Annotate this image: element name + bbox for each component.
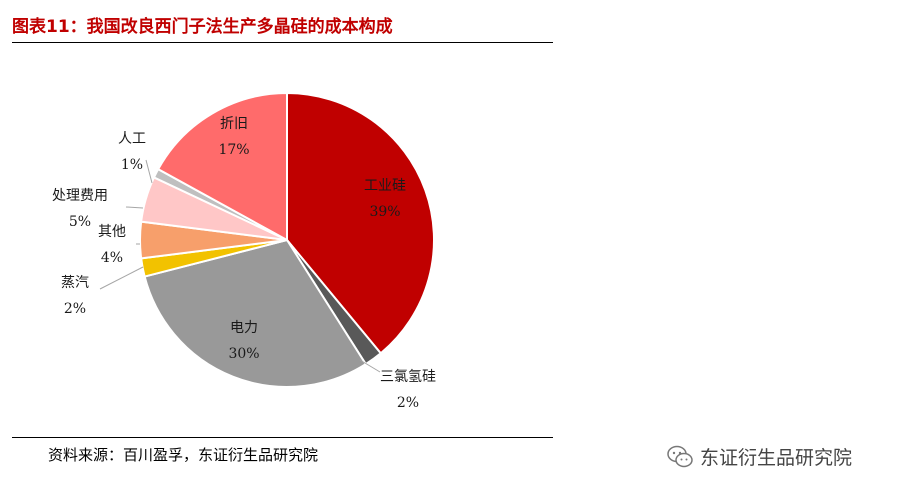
watermark-text: 东证衍生品研究院 [700,447,853,469]
source-divider [12,437,553,438]
slice-value-2: 30% [228,346,259,362]
leader-line-3 [99,266,144,290]
slice-value-5: 5% [69,214,91,230]
pie-slice-2 [143,238,368,388]
slice-value-7: 17% [218,142,249,158]
leader-line-5 [125,206,144,209]
slice-label-2: 电力 [230,320,258,336]
slice-label-5: 处理费用 [52,188,108,204]
leader-line-6 [145,159,153,184]
chart-title: 图表11：我国改良西门子法生产多晶硅的成本构成 [12,17,393,37]
title-divider [12,42,553,43]
pie-slice-7 [156,91,288,242]
slice-value-3: 2% [64,301,86,317]
slice-label-1: 三氯氢硅 [380,369,436,385]
slice-label-4: 其他 [98,224,126,240]
slice-value-1: 2% [397,395,419,411]
slice-label-7: 折旧 [220,116,248,132]
slice-label-3: 蒸汽 [61,275,89,291]
slice-value-6: 1% [121,157,143,173]
slice-label-0: 工业硅 [364,178,406,194]
slice-label-6: 人工 [118,131,146,147]
slice-value-0: 39% [369,204,400,220]
slice-value-4: 4% [101,250,123,266]
leader-line-1 [359,359,381,373]
source-note: 资料来源：百川盈孚，东证衍生品研究院 [48,446,319,464]
pie-slice-0 [286,91,436,355]
wechat-icon [667,445,693,468]
